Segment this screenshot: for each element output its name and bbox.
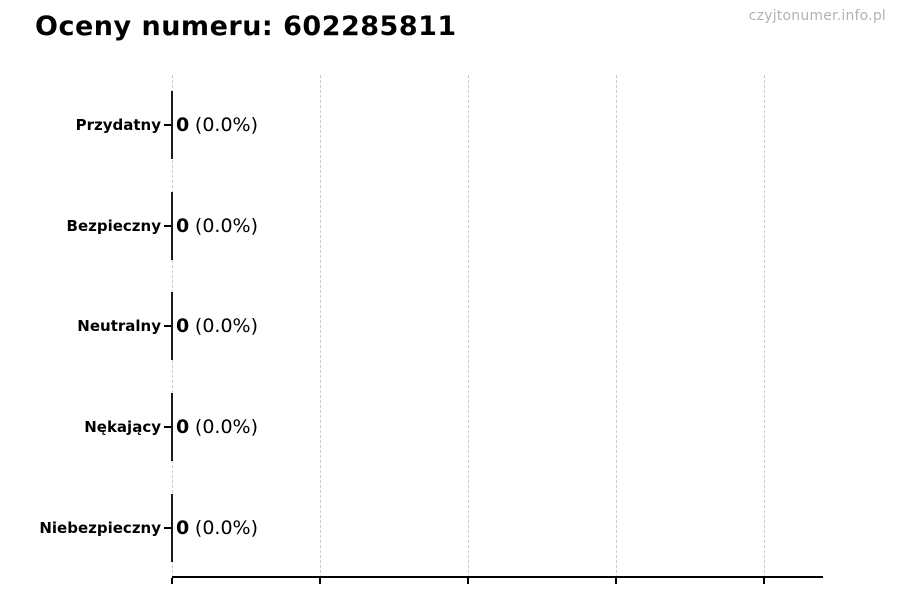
watermark: czyjtonumer.info.pl xyxy=(748,8,886,24)
gridline xyxy=(764,75,765,578)
category-label: Niebezpieczny xyxy=(39,518,161,537)
bar-value-label: 0 (0.0%) xyxy=(176,114,258,136)
gridline xyxy=(468,75,469,578)
bar-value-label: 0 (0.0%) xyxy=(176,416,258,438)
bar-row: Niebezpieczny 0 (0.0%) xyxy=(0,477,900,578)
bar-count: 0 xyxy=(176,416,190,439)
category-label: Przydatny xyxy=(75,116,161,135)
bar-percent: (0.0%) xyxy=(194,416,259,439)
zero-value-bar xyxy=(171,292,173,361)
chart-title: Oceny numeru: 602285811 xyxy=(35,11,457,42)
category-label: Nękający xyxy=(84,418,161,437)
y-axis-tick xyxy=(164,325,171,328)
bar-count: 0 xyxy=(176,516,190,539)
zero-value-bar xyxy=(171,91,173,160)
gridline xyxy=(616,75,617,578)
x-axis-line xyxy=(172,576,823,578)
bar-count: 0 xyxy=(176,214,190,237)
x-axis-tick xyxy=(319,578,321,584)
bar-value-label: 0 (0.0%) xyxy=(176,215,258,237)
gridline xyxy=(320,75,321,578)
x-axis-tick xyxy=(467,578,469,584)
zero-value-bar xyxy=(171,191,173,260)
y-axis-tick xyxy=(164,224,171,227)
bar-percent: (0.0%) xyxy=(194,214,259,237)
bar-percent: (0.0%) xyxy=(194,516,259,539)
category-label: Neutralny xyxy=(77,317,161,336)
bar-count: 0 xyxy=(176,114,190,137)
bar-value-label: 0 (0.0%) xyxy=(176,517,258,539)
bar-percent: (0.0%) xyxy=(194,114,259,137)
x-axis-tick xyxy=(615,578,617,584)
y-axis-tick xyxy=(164,426,171,429)
y-axis-tick xyxy=(164,124,171,127)
x-axis-tick xyxy=(171,578,173,584)
y-axis-tick xyxy=(164,526,171,529)
bar-percent: (0.0%) xyxy=(194,315,259,338)
zero-value-bar xyxy=(171,393,173,462)
bar-row: Nękający 0 (0.0%) xyxy=(0,377,900,478)
bar-row: Bezpieczny 0 (0.0%) xyxy=(0,176,900,277)
x-axis-tick xyxy=(763,578,765,584)
bar-rows: Przydatny 0 (0.0%) Bezpieczny 0 (0.0%) Neu… xyxy=(0,75,900,578)
category-label: Bezpieczny xyxy=(66,216,161,235)
bar-value-label: 0 (0.0%) xyxy=(176,315,258,337)
bar-row: Neutralny 0 (0.0%) xyxy=(0,276,900,377)
bar-row: Przydatny 0 (0.0%) xyxy=(0,75,900,176)
bar-count: 0 xyxy=(176,315,190,338)
zero-value-bar xyxy=(171,493,173,562)
